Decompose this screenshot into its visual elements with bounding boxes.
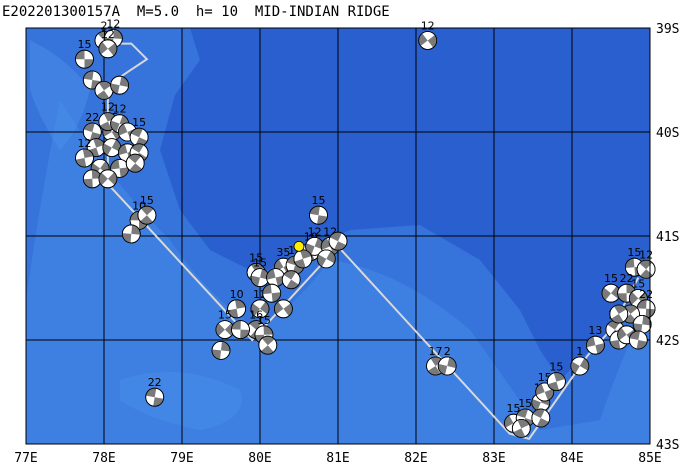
focal-mechanism: 13 bbox=[586, 324, 605, 355]
latitude-tick-label: 43S bbox=[656, 438, 679, 453]
depth-label: 12 bbox=[106, 17, 120, 30]
focal-mechanism bbox=[632, 314, 652, 334]
depth-label: 22 bbox=[620, 272, 634, 285]
focal-mechanism: 12 bbox=[418, 19, 438, 50]
focal-mechanism: 15 bbox=[250, 257, 270, 288]
depth-label: 15 bbox=[132, 116, 146, 129]
depth-label: 15 bbox=[253, 257, 267, 270]
latitude-labels: 39S 40S 41S 42S 43S bbox=[656, 22, 679, 453]
depth-label: 12 bbox=[639, 248, 653, 261]
depth-label: 15 bbox=[218, 309, 232, 322]
focal-mechanism bbox=[82, 70, 102, 90]
depth-label: 12 bbox=[113, 103, 127, 116]
latitude-tick-label: 41S bbox=[656, 230, 679, 245]
depth-label: 15 bbox=[312, 194, 326, 207]
depth-label: 15 bbox=[507, 402, 521, 415]
depth-label: 12 bbox=[78, 137, 92, 150]
focal-mechanism: 15 bbox=[601, 272, 621, 303]
depth-label: 2 bbox=[101, 19, 108, 32]
depth-label: 15 bbox=[604, 272, 618, 285]
depth-label: 15 bbox=[140, 194, 154, 207]
depth-label: 15 bbox=[627, 246, 641, 259]
focal-mechanism bbox=[211, 340, 231, 360]
depth-label: 1 bbox=[576, 345, 583, 358]
depth-label: 22 bbox=[85, 111, 99, 124]
focal-mechanism: 15 bbox=[75, 38, 94, 69]
focal-mechanism: 15 bbox=[129, 116, 149, 147]
focal-mechanism bbox=[94, 81, 114, 100]
focal-mechanism: 15 bbox=[547, 361, 566, 392]
depth-label: 12 bbox=[101, 28, 115, 41]
focal-mechanism bbox=[262, 283, 282, 303]
shallow-patch-north bbox=[30, 40, 90, 150]
depth-label: 13 bbox=[588, 324, 602, 337]
depth-label: 16 bbox=[249, 309, 263, 322]
longitude-tick-label: 82E bbox=[404, 451, 427, 466]
focal-mechanism: 12 bbox=[305, 225, 325, 256]
depth-label: 12 bbox=[421, 19, 435, 32]
latitude-tick-label: 42S bbox=[656, 334, 679, 349]
depth-label: 15 bbox=[78, 38, 92, 51]
longitude-tick-label: 78E bbox=[92, 451, 115, 466]
focal-mechanism: 12 bbox=[636, 248, 656, 279]
depth-label: 12 bbox=[308, 225, 322, 238]
latitude-tick-label: 40S bbox=[656, 126, 679, 141]
focal-mechanism bbox=[266, 268, 286, 288]
depth-label: 22 bbox=[148, 376, 162, 389]
longitude-tick-label: 83E bbox=[482, 451, 505, 466]
focal-mechanism bbox=[628, 330, 648, 350]
shallow-patch-south bbox=[120, 372, 242, 430]
focal-mechanism bbox=[125, 153, 145, 173]
focal-mechanisms: 1521212152212121512101512151515351510121… bbox=[75, 17, 656, 438]
longitude-labels: 77E 78E 79E 80E 81E 82E 83E 84E 85E bbox=[14, 451, 661, 466]
longitude-tick-label: 80E bbox=[248, 451, 271, 466]
focal-mechanism bbox=[511, 418, 531, 438]
focal-mechanism bbox=[316, 249, 336, 269]
depth-label: 10 bbox=[230, 288, 244, 301]
focal-mechanism bbox=[258, 335, 278, 355]
longitude-tick-label: 77E bbox=[14, 451, 37, 466]
focal-mechanism: 10 bbox=[227, 288, 247, 319]
depth-label: 15 bbox=[549, 361, 563, 374]
focal-mechanism bbox=[293, 249, 313, 269]
depth-label: 15 bbox=[631, 277, 645, 290]
map-frame bbox=[25, 27, 651, 445]
depth-label: 12 bbox=[101, 101, 115, 114]
focal-mechanism: 1 bbox=[570, 345, 590, 376]
focal-mechanism bbox=[281, 270, 301, 290]
focal-mechanism bbox=[531, 408, 551, 428]
map-title: E202201300157A M=5.0 h= 10 MID-INDIAN RI… bbox=[2, 4, 390, 20]
longitude-tick-label: 84E bbox=[560, 451, 583, 466]
focal-mechanism bbox=[328, 231, 348, 251]
depth-label: 17 bbox=[429, 345, 443, 358]
focal-mechanism: 22 bbox=[145, 376, 165, 407]
focal-mechanism: 15 bbox=[137, 194, 157, 225]
focal-mechanism bbox=[609, 304, 629, 324]
focal-mechanism bbox=[82, 169, 102, 189]
depth-label: 2 bbox=[444, 345, 451, 358]
focal-mechanism: 2 bbox=[437, 345, 457, 376]
focal-mechanism bbox=[110, 75, 129, 95]
focal-mechanism: 12 bbox=[75, 137, 94, 168]
depth-label: 15 bbox=[257, 314, 271, 327]
depth-label: 35 bbox=[276, 246, 290, 259]
focal-mechanism bbox=[121, 224, 141, 244]
depth-label: 15 bbox=[249, 251, 263, 264]
focal-mechanism bbox=[273, 299, 293, 319]
focal-mechanism bbox=[98, 169, 118, 189]
depth-label: 22 bbox=[639, 288, 653, 301]
focal-mechanism: 12 bbox=[98, 28, 118, 59]
focal-mechanism: 15 bbox=[309, 194, 328, 225]
latitude-tick-label: 39S bbox=[656, 22, 679, 37]
focal-mechanism bbox=[231, 320, 250, 340]
longitude-tick-label: 79E bbox=[170, 451, 193, 466]
longitude-tick-label: 85E bbox=[638, 451, 661, 466]
epicenter-marker bbox=[293, 240, 305, 252]
focal-mechanism bbox=[102, 138, 122, 158]
longitude-tick-label: 81E bbox=[326, 451, 349, 466]
depth-label: 15 bbox=[518, 397, 532, 410]
focal-mechanism: 15 bbox=[215, 309, 235, 340]
